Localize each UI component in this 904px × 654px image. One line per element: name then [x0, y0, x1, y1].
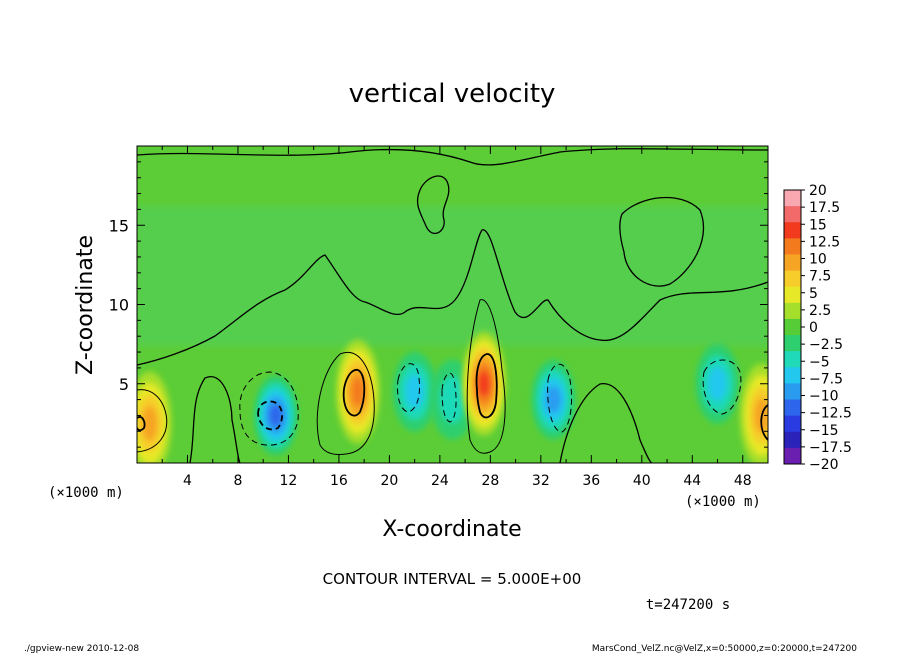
- x-tick-label: 48: [734, 473, 752, 489]
- contour-pos-10-c: [137, 416, 146, 432]
- x-tick-label: 12: [280, 473, 298, 489]
- colorbar-label: 17.5: [809, 200, 840, 216]
- downdraft-shade: [405, 374, 425, 409]
- x-tick-label: 8: [233, 473, 242, 489]
- x-tick-label: 24: [431, 473, 449, 489]
- contour-zero-lower: [137, 229, 768, 366]
- colorbar-swatch: [784, 238, 801, 255]
- colorbar-label: −2.5: [809, 337, 843, 353]
- colorbar-label: 10: [809, 252, 827, 268]
- colorbar-swatch: [784, 351, 801, 368]
- contour-interval-note: CONTOUR INTERVAL = 5.000E+00: [323, 570, 582, 588]
- downdraft-shade: [546, 386, 561, 413]
- colorbar-swatch: [784, 190, 801, 207]
- contour-zero-blob: [619, 196, 705, 287]
- contour-pos-10-d: [760, 404, 768, 441]
- colorbar-label: −20: [809, 457, 839, 473]
- x-tick-label: 44: [683, 473, 701, 489]
- time-note: t=247200 s: [646, 597, 730, 613]
- downdraft-shade: [439, 375, 466, 424]
- colorbar-label: −7.5: [809, 371, 843, 387]
- colorbar-label: 5: [809, 286, 818, 302]
- contour-pos-5-c: [137, 389, 168, 453]
- contour-zero-blob: [416, 175, 450, 235]
- x-tick-label: 4: [183, 473, 192, 489]
- contour-zero-lower-mid: [189, 375, 241, 463]
- chart-title: vertical velocity: [349, 79, 556, 109]
- contour-neg-5-a: [239, 371, 299, 446]
- colorbar-swatch: [784, 286, 801, 304]
- colorbar-swatch: [784, 447, 801, 465]
- x-tick-label: 16: [330, 473, 348, 489]
- y-axis-label: Z-coordinate: [73, 235, 98, 375]
- contour-pos-5-b: [466, 299, 506, 454]
- contour-neg-5-b: [397, 363, 421, 413]
- colorbar-swatch: [784, 302, 801, 320]
- field-haze: [137, 206, 768, 346]
- contour-neg-5-d: [547, 363, 573, 433]
- x-axis-ticks: 4 8 12 16 20 24 28 32 36 40 44 48: [136, 146, 769, 489]
- updraft-shade: [478, 371, 490, 396]
- colorbar-label: −10: [809, 389, 839, 405]
- x-unit-label-right: (×1000 m): [685, 494, 761, 510]
- colorbar-swatch: [784, 383, 801, 401]
- contour-pos-5-a: [316, 351, 375, 455]
- y-tick-label: 5: [119, 375, 129, 394]
- colorbar-label: 7.5: [809, 269, 831, 285]
- x-tick-label: 20: [380, 473, 398, 489]
- colorbar-swatch: [784, 206, 801, 223]
- contour-neg-5-c: [441, 372, 457, 423]
- colorbar-label: −5: [809, 354, 830, 370]
- x-tick-label: 40: [633, 473, 651, 489]
- contour-zero-upper: [137, 148, 768, 166]
- x-tick-label: 32: [532, 473, 550, 489]
- colorbar-label: −17.5: [809, 440, 852, 456]
- contour-neg-5-e: [702, 359, 742, 415]
- colorbar-swatch: [784, 270, 801, 288]
- colorbar-swatch: [784, 431, 801, 449]
- velocity-field: [137, 146, 768, 463]
- colorbar-swatch: [784, 367, 801, 384]
- contour-zero-lower-right: [559, 383, 653, 463]
- colorbar-label: 12.5: [809, 234, 840, 250]
- colorbar-label: −12.5: [809, 406, 852, 422]
- updraft-shade: [142, 406, 157, 441]
- colorbar-swatch: [784, 222, 801, 239]
- colorbar-swatch: [784, 318, 801, 336]
- footer-right: MarsCond_VelZ.nc@VelZ,x=0:50000,z=0:2000…: [592, 644, 857, 654]
- colorbar-label: 0: [809, 320, 818, 336]
- x-unit-label-left: (×1000 m): [48, 485, 124, 501]
- contour-pos-10-b: [475, 353, 498, 419]
- y-axis-ticks: 5 10 15: [109, 145, 768, 464]
- colorbar-swatch: [784, 399, 801, 417]
- y-tick-label: 10: [109, 296, 129, 315]
- downdraft-shade: [708, 366, 727, 401]
- x-axis-label: X-coordinate: [382, 517, 521, 542]
- colorbar-label: 15: [809, 217, 827, 233]
- x-tick-label: 28: [481, 473, 499, 489]
- updraft-shade: [351, 377, 364, 406]
- colorbar-label: −15: [809, 423, 839, 439]
- colorbar-swatch: [784, 415, 801, 433]
- colorbar-swatch: [784, 335, 801, 352]
- footer-left: ./gpview-new 2010-12-08: [24, 644, 139, 654]
- x-tick-label: 36: [582, 473, 600, 489]
- colorbar-label: 2.5: [809, 303, 831, 319]
- colorbar-swatch: [784, 254, 801, 272]
- contour-lines: [137, 148, 768, 463]
- colorbar-label: 20: [809, 183, 827, 199]
- y-tick-label: 15: [109, 216, 129, 235]
- contour-neg-10-a: [257, 400, 283, 431]
- contour-pos-10-a: [342, 369, 366, 417]
- downdraft-shade: [269, 404, 282, 427]
